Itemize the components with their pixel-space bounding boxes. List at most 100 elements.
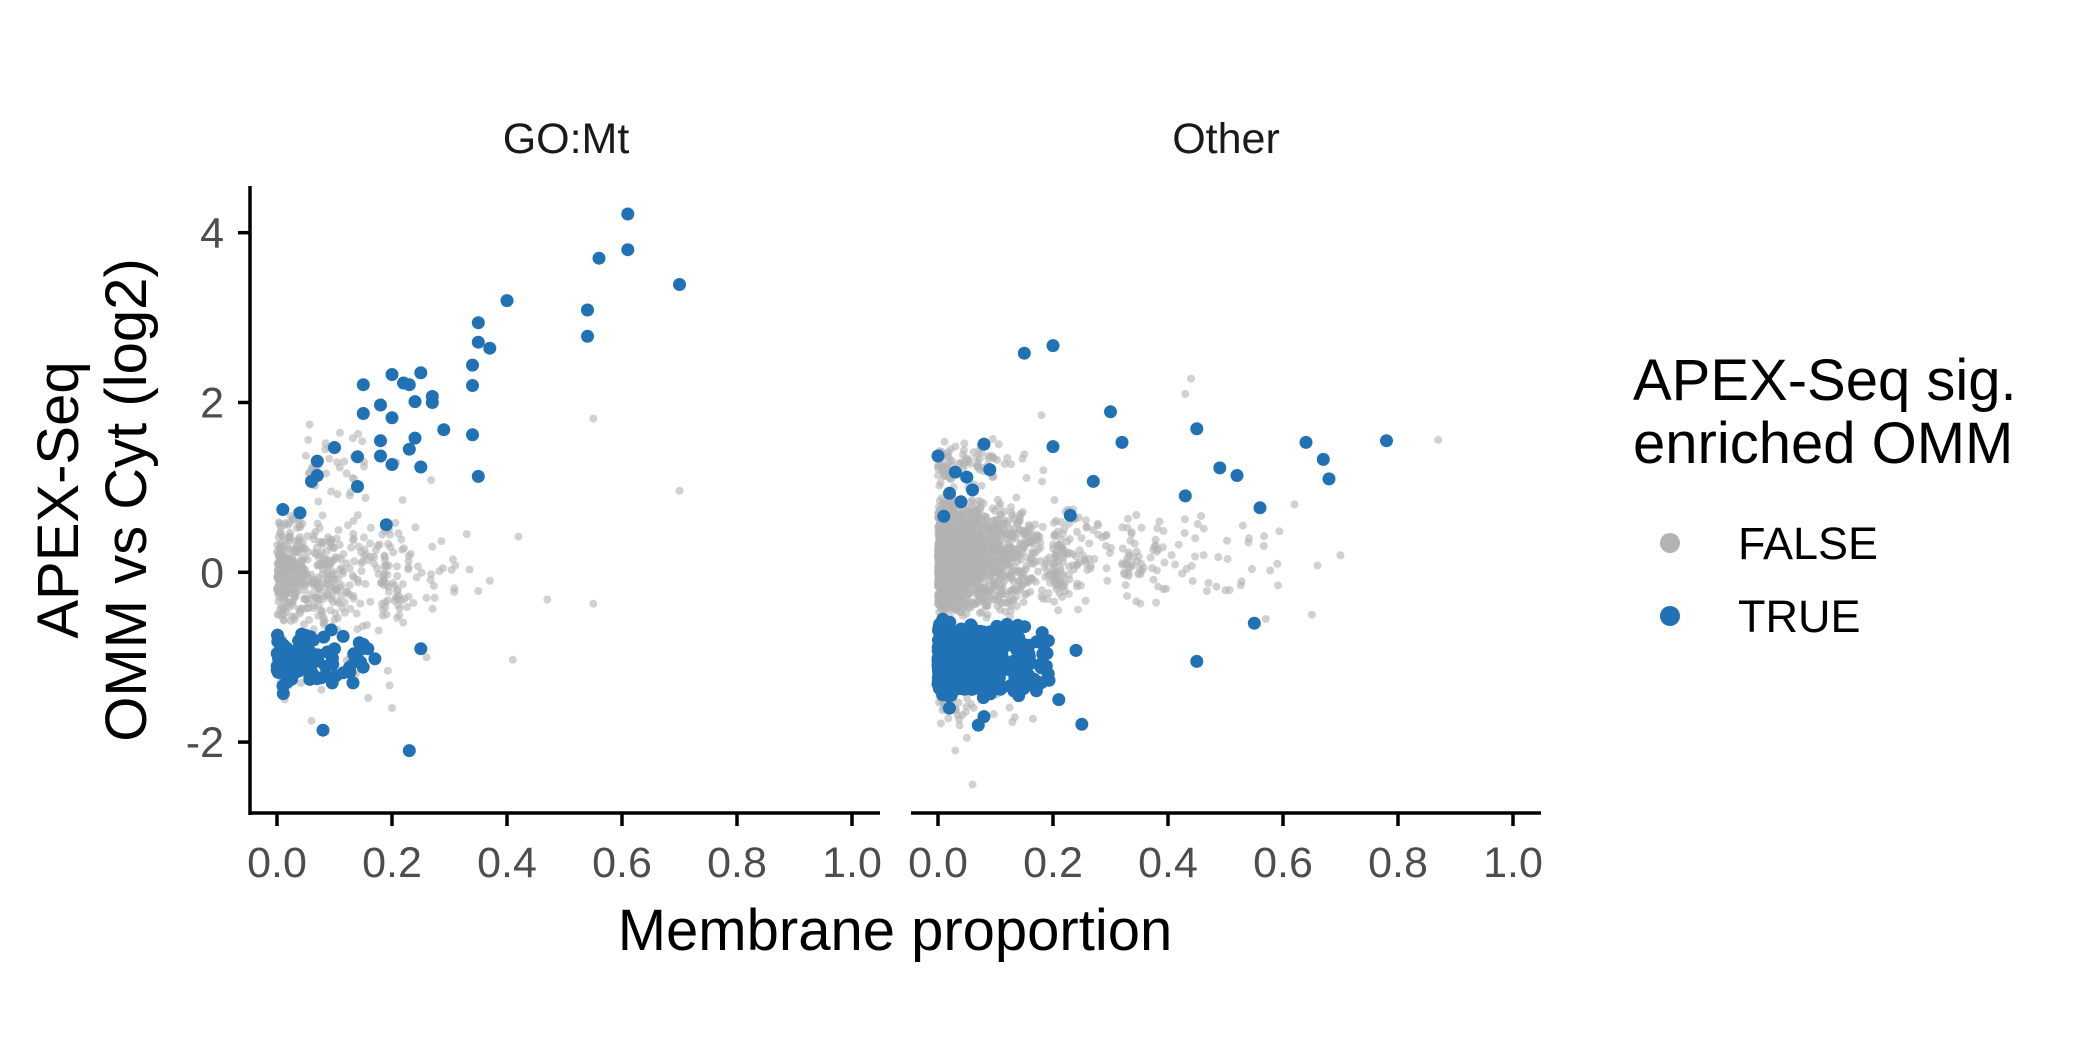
data-point-false-other: [960, 591, 969, 600]
data-point-false-other: [1010, 554, 1019, 563]
x-tick-label-other: 0.4: [1138, 839, 1198, 887]
data-point-false-other: [1074, 605, 1082, 614]
data-point-true-other: [1041, 634, 1055, 648]
x-tick-label-gomt: 0.4: [477, 839, 537, 887]
data-point-false-other: [962, 702, 971, 711]
data-point-false-other: [1225, 586, 1234, 594]
data-point-true-other: [992, 671, 1006, 685]
data-point-false-other: [1153, 524, 1162, 533]
data-point-false-gomt: [322, 469, 330, 478]
data-point-false-other: [962, 568, 971, 576]
data-point-false-gomt: [313, 561, 322, 570]
data-point-false-other: [977, 481, 986, 490]
data-point-true-other: [1019, 656, 1033, 670]
data-point-false-other: [1121, 581, 1130, 590]
data-point-true-gomt: [471, 335, 485, 349]
data-point-true-other: [1016, 677, 1030, 691]
data-point-true-gomt: [379, 518, 393, 532]
data-point-false-other: [972, 599, 981, 608]
data-point-true-gomt: [374, 398, 387, 412]
data-point-false-other: [1132, 597, 1141, 606]
data-point-false-gomt: [280, 594, 289, 603]
data-point-false-other: [962, 733, 971, 742]
x-tick-label-gomt: 1.0: [822, 839, 882, 887]
data-point-false-other: [1187, 374, 1195, 383]
data-point-true-gomt: [437, 423, 451, 437]
data-point-false-other: [1180, 529, 1189, 537]
data-point-false-other: [935, 481, 944, 490]
legend-title-line2: enriched OMM: [1633, 411, 2013, 476]
data-point-false-other: [1081, 516, 1090, 525]
data-point-false-other: [1212, 582, 1221, 591]
data-point-false-gomt: [391, 519, 400, 527]
data-point-false-other: [1152, 598, 1161, 607]
data-point-false-other: [1036, 557, 1044, 566]
data-point-false-other: [1202, 587, 1211, 595]
data-point-false-gomt: [361, 494, 370, 502]
data-point-false-gomt: [589, 599, 598, 608]
data-point-true-gomt: [319, 659, 332, 673]
data-point-false-gomt: [274, 588, 283, 597]
data-point-false-gomt: [374, 626, 383, 635]
data-point-false-gomt: [437, 537, 446, 546]
data-point-false-gomt: [357, 559, 366, 568]
data-point-false-other: [1026, 587, 1035, 596]
data-point-false-other: [959, 458, 968, 467]
data-point-false-gomt: [360, 462, 368, 471]
data-point-true-other: [1017, 346, 1031, 360]
data-point-false-other: [1123, 523, 1132, 532]
data-point-false-other: [982, 513, 991, 522]
x-tick-label-other: 0.6: [1253, 839, 1313, 887]
data-point-true-gomt: [592, 251, 606, 265]
data-point-false-other: [1307, 610, 1316, 619]
data-point-false-other: [951, 746, 960, 755]
data-point-true-gomt: [581, 329, 594, 343]
data-point-false-other: [1028, 714, 1037, 723]
data-point-false-other: [968, 549, 977, 558]
data-point-false-other: [1204, 579, 1213, 587]
data-point-false-gomt: [430, 593, 439, 602]
data-point-false-gomt: [307, 716, 316, 725]
facet-title-gomt: GO:Mt: [503, 115, 630, 163]
data-point-false-other: [1081, 596, 1090, 605]
data-point-false-gomt: [342, 469, 351, 478]
data-point-false-gomt: [317, 685, 326, 694]
data-point-false-gomt: [422, 593, 431, 602]
data-point-false-other: [947, 590, 956, 599]
data-point-true-other: [943, 701, 956, 715]
data-point-true-other: [934, 637, 948, 650]
data-point-true-gomt: [673, 278, 686, 291]
data-point-false-other: [954, 715, 963, 724]
data-point-true-other: [1012, 645, 1026, 659]
data-point-false-gomt: [348, 434, 357, 443]
data-point-false-other: [989, 710, 998, 718]
data-point-false-other: [951, 582, 960, 591]
legend-label-false: FALSE: [1738, 518, 1878, 569]
data-point-false-gomt: [340, 457, 349, 466]
data-point-false-gomt: [378, 530, 387, 539]
data-point-false-other: [942, 602, 951, 611]
data-point-false-gomt: [353, 625, 362, 634]
data-point-true-other: [969, 655, 983, 669]
data-point-false-other: [1162, 584, 1170, 593]
data-point-false-other: [996, 510, 1005, 519]
data-point-false-other: [960, 534, 969, 543]
data-point-false-other: [1336, 551, 1345, 560]
data-point-false-other: [964, 522, 973, 531]
data-point-true-gomt: [328, 441, 341, 454]
data-point-false-other: [1126, 536, 1135, 545]
y-tick-label: 4: [200, 210, 224, 258]
data-point-false-other: [1434, 435, 1443, 444]
data-point-false-gomt: [336, 583, 345, 592]
data-point-true-gomt: [471, 469, 485, 483]
data-point-false-gomt: [356, 599, 365, 608]
data-point-false-gomt: [366, 523, 375, 532]
data-point-true-other: [1035, 676, 1048, 690]
data-point-true-other: [960, 470, 974, 484]
data-point-false-other: [1199, 524, 1208, 533]
data-point-true-other: [993, 682, 1007, 696]
data-point-false-other: [954, 595, 963, 603]
data-point-true-gomt: [293, 506, 307, 520]
data-point-false-gomt: [366, 597, 375, 606]
